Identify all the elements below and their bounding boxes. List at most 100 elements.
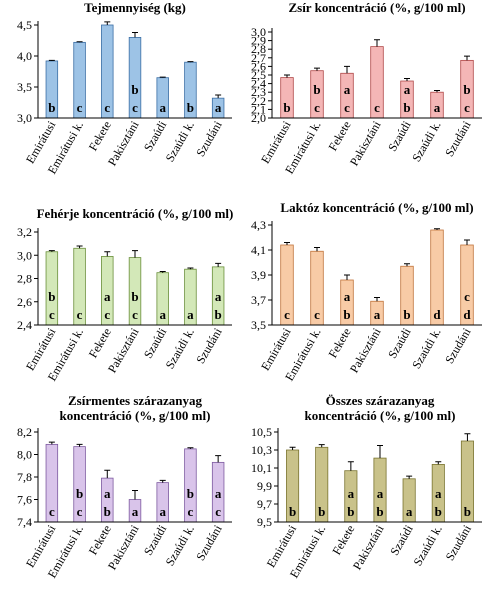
y-tick-label: 7,6 xyxy=(17,493,32,507)
x-tick-label: Szaúdi xyxy=(385,325,414,361)
significance-letter: d xyxy=(463,307,471,322)
y-tick-label: 2,1 xyxy=(251,102,266,116)
significance-letter: c xyxy=(132,307,138,322)
significance-letter: c xyxy=(314,100,320,115)
significance-letter: a xyxy=(187,307,194,322)
significance-letter: a xyxy=(404,82,411,97)
x-tick-label: Szaúdi xyxy=(141,325,170,361)
significance-letter: a xyxy=(215,289,222,304)
error-bar xyxy=(132,31,138,38)
significance-letter: b xyxy=(48,100,55,115)
y-tick-label: 3,0 xyxy=(17,111,32,125)
y-tick-label: 10,1 xyxy=(251,461,272,475)
x-tick-label: Szudáni xyxy=(442,325,474,366)
x-tick-label: Szaúdi k. xyxy=(410,523,444,569)
significance-letter: a xyxy=(434,100,441,115)
significance-letter: c xyxy=(284,307,290,322)
error-bar xyxy=(289,446,296,450)
error-bar xyxy=(215,94,222,99)
error-bar xyxy=(132,250,138,258)
significance-letter: a xyxy=(215,486,222,501)
significance-letter: a xyxy=(159,307,166,322)
significance-letter: b xyxy=(289,504,296,519)
significance-letter: c xyxy=(314,307,320,322)
x-tick-label: Fekete xyxy=(86,523,114,558)
y-tick-label: 2,6 xyxy=(17,295,32,309)
chart-title: koncentráció (%, g/100 ml) xyxy=(305,408,456,423)
error-bar xyxy=(464,433,471,441)
significance-letter: b xyxy=(463,82,470,97)
error-bar xyxy=(104,21,111,25)
y-tick-label: 3,5 xyxy=(17,80,32,94)
significance-letter: a xyxy=(159,504,166,519)
error-bar xyxy=(434,89,440,93)
chart-title: Fehérje koncentráció (%, g/100 ml) xyxy=(37,206,234,221)
y-tick-label: 3,5 xyxy=(251,318,266,332)
x-tick-label: Szaúdi xyxy=(387,522,416,558)
error-bar xyxy=(76,443,83,447)
significance-letter: b xyxy=(76,486,83,501)
significance-letter: c xyxy=(344,100,350,115)
error-bar xyxy=(347,461,354,471)
significance-letter: c xyxy=(132,100,138,115)
chart-title: Zsírmentes szárazanyag xyxy=(68,393,202,408)
significance-letter: a xyxy=(104,289,111,304)
significance-letter: b xyxy=(318,504,325,519)
x-tick-label: Fekete xyxy=(86,118,114,153)
x-tick-label: Szudáni xyxy=(193,118,225,159)
x-tick-label: Fekete xyxy=(325,326,353,361)
significance-letter: b xyxy=(187,486,194,501)
significance-letter: b xyxy=(48,289,55,304)
significance-letter: c xyxy=(215,504,221,519)
significance-letter: b xyxy=(104,504,111,519)
significance-letter: b xyxy=(215,307,222,322)
error-bar xyxy=(187,267,194,270)
error-bar xyxy=(464,55,470,61)
significance-letter: b xyxy=(403,100,410,115)
y-tick-label: 2,6 xyxy=(251,59,266,73)
significance-letter: b xyxy=(343,307,350,322)
error-bar xyxy=(159,271,166,273)
y-tick-label: 4,0 xyxy=(17,49,32,63)
y-tick-label: 2,9 xyxy=(251,34,266,48)
significance-letter: d xyxy=(433,307,441,322)
error-bar xyxy=(48,250,55,252)
error-bar xyxy=(314,247,320,252)
x-tick-label: Szaúdi k. xyxy=(409,119,443,165)
x-tick-label: Szaúdi k. xyxy=(409,326,443,372)
y-tick-label: 9,9 xyxy=(257,479,272,493)
y-tick-label: 7,8 xyxy=(17,470,32,484)
significance-letter: a xyxy=(159,100,166,115)
y-tick-label: 2,8 xyxy=(251,42,266,56)
significance-letter: a xyxy=(344,289,351,304)
x-tick-label: Szudáni xyxy=(193,522,225,563)
error-bar xyxy=(374,39,380,47)
error-bar xyxy=(284,242,290,245)
chart-title: Zsír koncentráció (%, g/100 ml) xyxy=(288,0,465,15)
x-tick-label: Fekete xyxy=(325,119,353,154)
y-tick-label: 4,5 xyxy=(17,18,32,32)
error-bar xyxy=(104,251,111,257)
x-tick-label: Szaúdi xyxy=(141,522,170,558)
significance-letter: a xyxy=(377,486,384,501)
significance-letter: a xyxy=(374,307,381,322)
significance-letter: b xyxy=(464,504,471,519)
x-tick-label: Fekete xyxy=(329,523,357,558)
y-tick-label: 3,2 xyxy=(17,225,32,239)
y-tick-label: 2,4 xyxy=(251,77,266,91)
y-tick-label: 9,5 xyxy=(257,515,272,529)
significance-letter: b xyxy=(347,504,354,519)
x-tick-label: Szaúdi xyxy=(385,118,414,154)
y-tick-label: 3,0 xyxy=(17,248,32,262)
y-tick-label: 2,3 xyxy=(251,85,266,99)
error-bar xyxy=(215,262,222,267)
significance-letter: c xyxy=(374,100,380,115)
chart-title: Laktóz koncentráció (%, g/100 ml) xyxy=(280,200,473,215)
significance-letter: b xyxy=(403,307,410,322)
significance-letter: a xyxy=(132,504,139,519)
y-tick-label: 8,0 xyxy=(17,448,32,462)
significance-letter: c xyxy=(49,504,55,519)
error-bar xyxy=(314,67,320,71)
significance-letter: b xyxy=(131,289,138,304)
